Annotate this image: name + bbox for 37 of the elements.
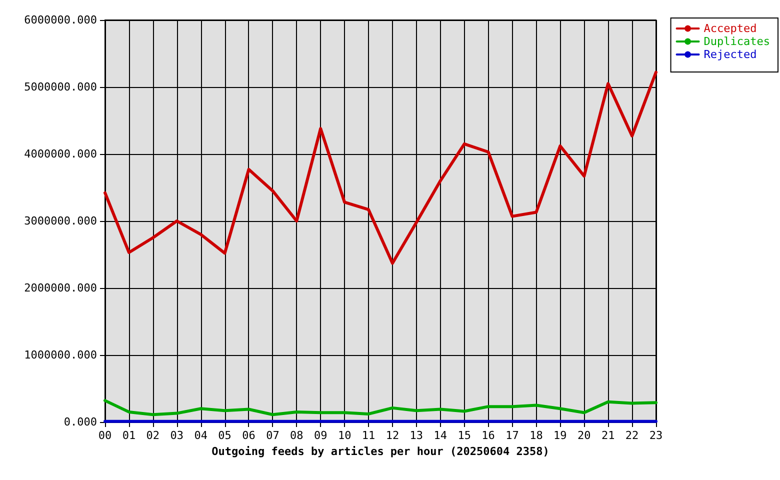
x-tick-label: 14 [434, 429, 448, 442]
x-tick-label: 07 [266, 429, 280, 442]
x-tick-label: 11 [362, 429, 376, 442]
x-tick-label: 21 [601, 429, 615, 442]
x-tick-label: 22 [625, 429, 639, 442]
x-tick-label: 19 [554, 429, 567, 442]
x-tick-label: 13 [410, 429, 424, 442]
line-series [104, 399, 658, 416]
x-tick-label: 23 [649, 429, 663, 442]
x-tick-label: 08 [290, 429, 304, 442]
x-tick-label: 12 [386, 429, 400, 442]
x-tick-label: 09 [314, 429, 328, 442]
legend-label: Accepted [704, 22, 757, 35]
x-tick-label: 05 [218, 429, 232, 442]
x-tick-label: 18 [530, 429, 543, 442]
line-series [104, 70, 658, 265]
y-tick-label: 1000000.000 [24, 348, 97, 362]
y-tick-label: 6000000.000 [24, 14, 97, 26]
y-tick-label: 3000000.000 [24, 214, 97, 228]
x-tick-label: 16 [482, 429, 495, 442]
x-tick-label: 20 [578, 429, 591, 442]
x-tick-label: 00 [98, 429, 112, 442]
x-axis-title: Outgoing feeds by articles per hour (20250604 2358) [212, 445, 550, 458]
y-tick-label: 0.000 [64, 416, 97, 428]
y-tick-label: 4000000.000 [24, 148, 97, 160]
x-tick-label: 02 [146, 429, 160, 442]
x-tick-label: 01 [122, 429, 136, 442]
x-tick-label: 04 [194, 429, 208, 442]
y-tick-label: 2000000.000 [24, 282, 97, 294]
x-tick-label: 10 [338, 429, 352, 442]
legend-label: Duplicates [704, 35, 770, 48]
x-tick-label: 15 [458, 429, 471, 442]
x-tick-label: 03 [170, 429, 184, 442]
x-tick-label: 17 [506, 429, 519, 442]
y-tick-label: 5000000.000 [24, 80, 97, 94]
legend-label: Rejected [704, 48, 757, 61]
x-tick-label: 06 [242, 429, 256, 442]
